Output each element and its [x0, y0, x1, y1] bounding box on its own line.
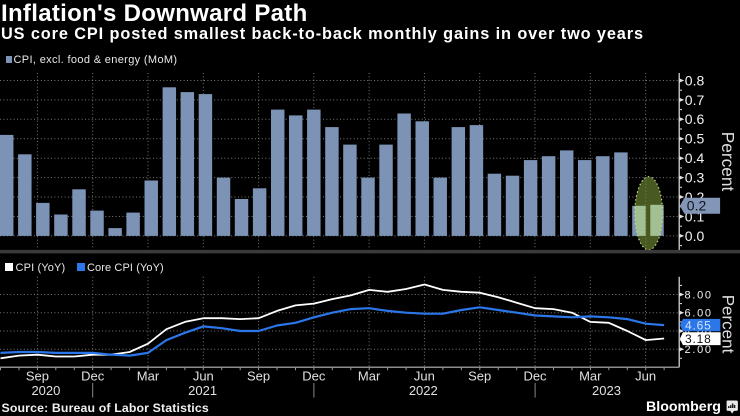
svg-text:2.00: 2.00: [685, 344, 713, 356]
svg-text:0.6: 0.6: [685, 111, 705, 127]
svg-text:0.0: 0.0: [685, 228, 705, 244]
svg-text:Jun: Jun: [635, 369, 656, 384]
svg-text:4.65: 4.65: [685, 318, 712, 332]
svg-text:2023: 2023: [592, 383, 621, 398]
svg-text:3.18: 3.18: [685, 332, 712, 346]
svg-text:Sep: Sep: [247, 369, 270, 384]
svg-text:Sep: Sep: [26, 369, 49, 384]
svg-text:0.4: 0.4: [685, 150, 705, 166]
svg-text:Mar: Mar: [358, 369, 381, 384]
svg-text:Jun: Jun: [193, 369, 214, 384]
svg-text:0.7: 0.7: [685, 92, 705, 108]
svg-text:Dec: Dec: [302, 369, 326, 384]
svg-text:Dec: Dec: [523, 369, 547, 384]
svg-text:2022: 2022: [409, 383, 438, 398]
svg-text:Mar: Mar: [579, 369, 602, 384]
svg-text:6.00: 6.00: [685, 308, 713, 320]
svg-text:0.5: 0.5: [685, 131, 705, 147]
svg-text:2021: 2021: [188, 383, 217, 398]
svg-text:0.8: 0.8: [685, 72, 705, 88]
svg-text:Percent: Percent: [718, 132, 738, 192]
svg-text:Percent: Percent: [719, 295, 738, 354]
svg-text:Jun: Jun: [414, 369, 435, 384]
svg-text:8.00: 8.00: [685, 289, 713, 301]
svg-text:Sep: Sep: [468, 369, 491, 384]
svg-text:0.2: 0.2: [687, 198, 707, 214]
svg-text:0.3: 0.3: [685, 170, 705, 186]
svg-text:Mar: Mar: [137, 369, 160, 384]
svg-text:2020: 2020: [31, 383, 60, 398]
svg-text:Dec: Dec: [81, 369, 105, 384]
